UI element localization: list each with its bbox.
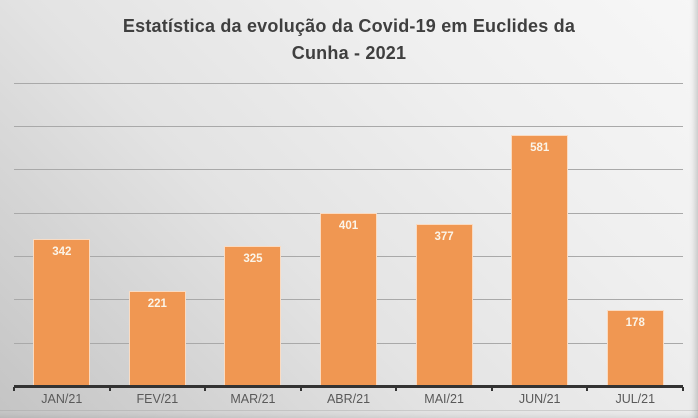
x-axis-label-FEV/21: FEV/21 [136,392,179,406]
gridline-700 [14,82,683,84]
bar-slot-JUN/21: 581 [492,70,588,387]
x-axis-label-MAI/21: MAI/21 [424,392,464,406]
x-axis-label-ABR/21: ABR/21 [326,392,371,406]
bar-JUL/21: 178 [606,309,664,387]
x-axis-label-JUL/21: JUL/21 [615,392,656,406]
chart-title-line-1: Estatística da evolução da Covid-19 em E… [122,16,576,36]
bar-value-label-MAR/21: 325 [243,253,263,266]
bar-MAR/21: 325 [224,246,282,387]
x-axis-line [13,385,684,391]
gridline-400 [14,212,683,214]
x-axis-labels: JAN/21 FEV/21 MAR/21 ABR/21 MAI/21 JUN/21 JUL/… [14,392,683,406]
bar-value-label-ABR/21: 401 [338,220,359,233]
bar-MAI/21: 377 [415,223,473,387]
bar-slot-MAR/21: 325 [205,70,301,387]
bottom-divider [0,410,698,411]
bar-slot-JAN/21: 342 [14,70,110,387]
bar-slot-MAI/21: 377 [396,70,492,387]
gridline-500 [14,169,683,171]
x-axis-label-JAN/21: JAN/21 [41,392,83,406]
bar-value-label-MAI/21: 377 [434,230,454,243]
bar-JUN/21: 581 [511,135,569,387]
bar-slot-FEV/21: 221 [110,70,206,387]
bar-value-label-FEV/21: 221 [147,298,167,311]
chart-title-line-2: Cunha - 2021 [291,43,407,63]
x-axis-tick [490,387,493,391]
gridline-600 [14,125,683,127]
x-axis-label-JUN/21: JUN/21 [518,392,561,406]
x-axis-tick [395,387,398,391]
x-axis-label-MAR/21: MAR/21 [230,392,276,406]
x-axis-tick [299,387,302,391]
plot-area: 342 221 325 401 377 581 178 [13,70,684,391]
bars-row: 342 221 325 401 377 581 178 [14,70,683,387]
x-axis-tick [204,387,207,391]
x-axis-tick [13,387,15,391]
bar-value-label-JUN/21: 581 [530,142,550,155]
x-axis-tick [586,387,589,391]
bar-value-label-JAN/21: 342 [52,245,72,258]
bar-value-label-JUL/21: 178 [625,316,645,329]
x-axis-tick [108,387,111,391]
bar-FEV/21: 221 [128,291,186,387]
chart-title: Estatística da evolução da Covid-19 em E… [0,13,698,67]
bar-JAN/21: 342 [33,238,91,387]
bar-ABR/21: 401 [320,213,378,387]
x-axis-tick [682,387,684,391]
bar-slot-JUL/21: 178 [587,70,683,387]
bar-slot-ABR/21: 401 [301,70,397,387]
